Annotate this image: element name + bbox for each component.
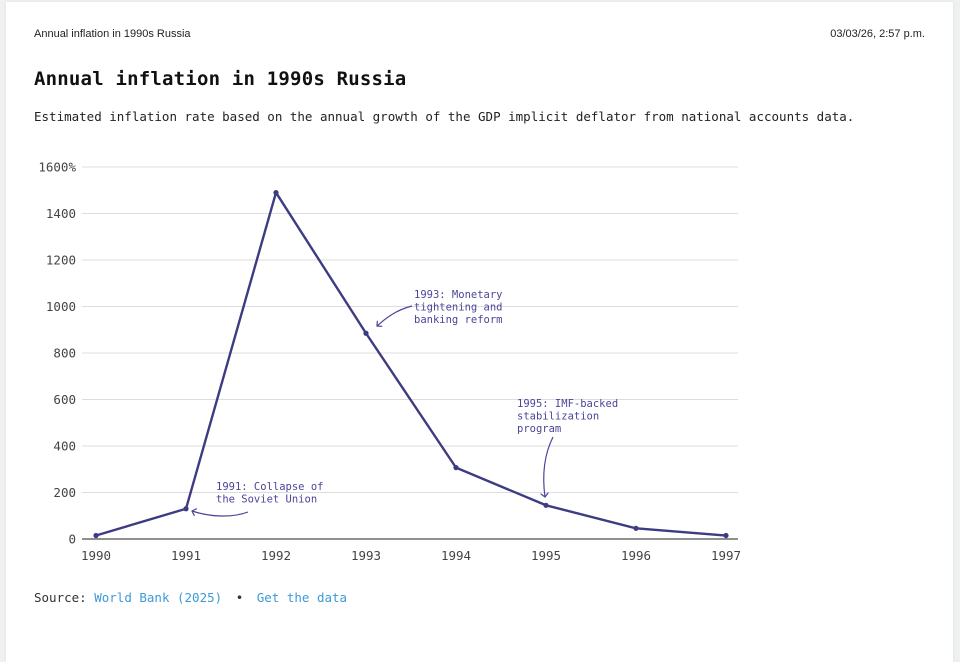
x-tick-label: 1996 bbox=[621, 548, 651, 563]
y-tick-label: 0 bbox=[68, 532, 76, 547]
x-tick-label: 1992 bbox=[261, 548, 291, 563]
annotation-text: 1995: IMF-backed stabilization program bbox=[517, 398, 618, 435]
data-point bbox=[543, 502, 549, 508]
data-point bbox=[363, 330, 369, 336]
source-link[interactable]: World Bank (2025) bbox=[94, 590, 223, 605]
annotation-text: 1991: Collapse of the Soviet Union bbox=[216, 481, 323, 506]
x-tick-label: 1990 bbox=[81, 548, 111, 563]
data-point bbox=[273, 189, 279, 196]
x-tick-label: 1994 bbox=[441, 548, 471, 563]
axes: 0 200 400 600 800 1000 1200 1400 1600% 1990 1991 19… bbox=[38, 160, 741, 564]
source-separator: • bbox=[235, 590, 244, 605]
annotation-line: program bbox=[517, 423, 561, 435]
y-tick-label: 600 bbox=[53, 392, 76, 407]
chart-card bbox=[6, 2, 953, 662]
source-prefix: Source: bbox=[34, 590, 87, 605]
annotation-line: banking reform bbox=[414, 314, 503, 326]
annotation-line: the Soviet Union bbox=[216, 494, 317, 506]
y-tick-label: 1400 bbox=[46, 206, 76, 221]
header-timestamp: 03/03/26, 2:57 p.m. bbox=[830, 28, 925, 40]
data-point bbox=[723, 532, 729, 539]
annotation-arrow bbox=[544, 436, 554, 497]
grid-lines bbox=[82, 166, 738, 493]
annotation-line: 1995: IMF-backed bbox=[517, 398, 618, 410]
annotation-line: 1993: Monetary bbox=[414, 289, 503, 301]
annotations: 1991: Collapse of the Soviet Union 1993: M… bbox=[192, 289, 618, 517]
data-point bbox=[183, 506, 189, 512]
annotation-line: stabilization bbox=[517, 411, 599, 423]
get-data-link[interactable]: Get the data bbox=[256, 590, 348, 605]
chart-title: Annual inflation in 1990s Russia bbox=[34, 68, 407, 90]
y-tick-label: 1200 bbox=[46, 253, 76, 268]
y-tick-label: 1600% bbox=[38, 160, 76, 175]
series bbox=[93, 189, 729, 539]
y-tick-label: 400 bbox=[53, 439, 76, 454]
y-tick-label: 1000 bbox=[46, 299, 76, 314]
annotation-line: 1991: Collapse of bbox=[216, 481, 323, 493]
x-tick-label: 1997 bbox=[711, 548, 741, 563]
y-tick-label: 200 bbox=[53, 485, 76, 500]
annotation-arrow bbox=[192, 511, 249, 517]
data-point bbox=[633, 525, 639, 531]
header-small-title: Annual inflation in 1990s Russia bbox=[34, 28, 191, 40]
data-point bbox=[93, 532, 99, 539]
data-point bbox=[453, 465, 459, 471]
annotation-text: 1993: Monetary tightening and banking refo… bbox=[414, 289, 503, 326]
y-tick-label: 800 bbox=[53, 346, 76, 361]
annotation-line: tightening and bbox=[414, 302, 503, 314]
annotation-arrow bbox=[377, 305, 413, 326]
series-line bbox=[95, 191, 727, 537]
source-line: Source: World Bank (2025) • Get the data bbox=[34, 590, 347, 605]
x-tick-label: 1993 bbox=[351, 548, 381, 563]
x-tick-label: 1995 bbox=[531, 548, 561, 563]
chart-subtitle: Estimated inflation rate based on the an… bbox=[34, 109, 855, 124]
x-tick-label: 1991 bbox=[171, 548, 201, 563]
